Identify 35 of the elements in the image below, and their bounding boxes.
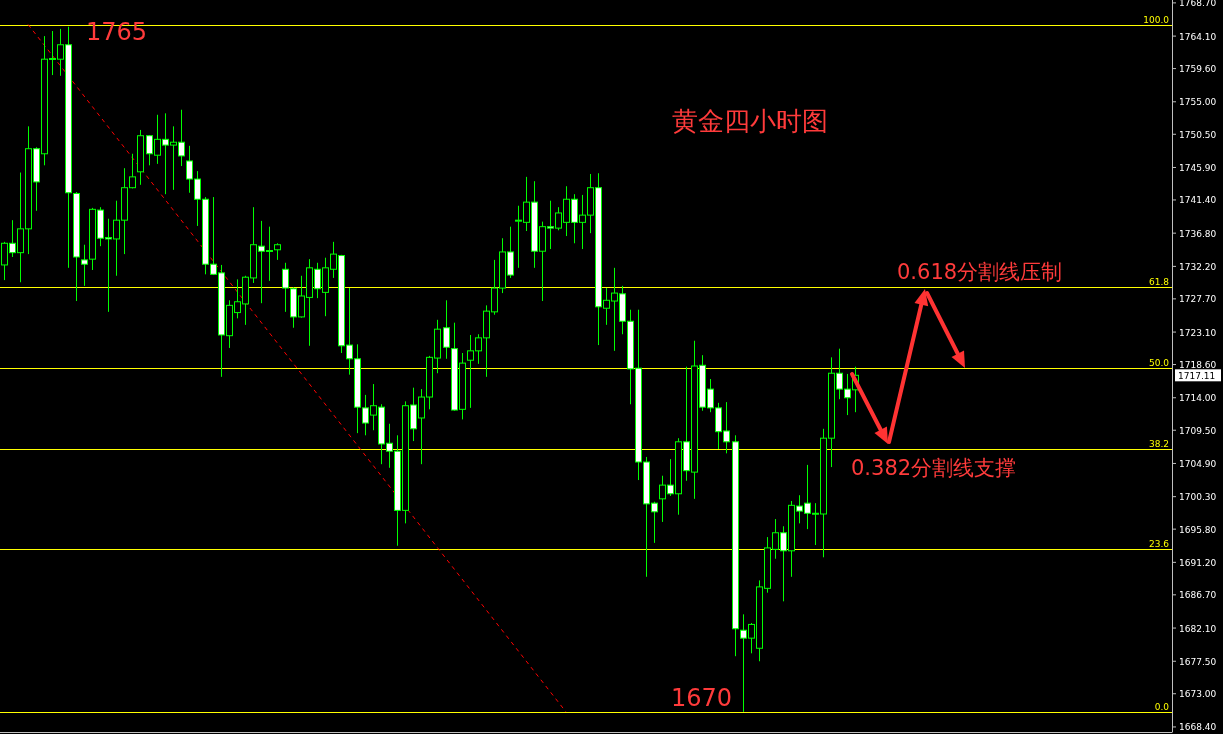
y-tick-label: 1677.50 (1179, 656, 1217, 667)
y-tick-label: 1686.70 (1179, 590, 1217, 601)
y-tick-label: 1668.40 (1179, 722, 1217, 733)
y-tick-label: 1764.10 (1179, 31, 1217, 42)
annotation: 100.0 (1143, 14, 1170, 25)
annotation: 0.618分割线压制 (897, 260, 1063, 284)
y-tick-label: 1768.70 (1179, 0, 1217, 9)
y-tick-label: 1755.00 (1179, 97, 1217, 108)
y-tick-label: 1736.80 (1179, 228, 1217, 239)
y-tick-label: 1727.70 (1179, 294, 1217, 305)
y-tick-label: 1709.50 (1179, 425, 1217, 436)
annotation: 38.2 (1148, 438, 1169, 449)
text: 黄金四小时图 (672, 106, 828, 136)
annotation: 0.382分割线支撑 (851, 456, 1017, 480)
y-tick-label: 1695.80 (1179, 524, 1217, 535)
y-tick-label: 1732.20 (1179, 261, 1217, 272)
y-tick-label: 1759.60 (1179, 64, 1217, 75)
annotation: 61.8 (1148, 276, 1170, 287)
y-tick-label: 1704.90 (1179, 458, 1217, 469)
y-tick-label: 1691.20 (1179, 557, 1217, 568)
y-tick-label: 1673.00 (1179, 689, 1217, 700)
y-tick-label: 1700.30 (1179, 492, 1217, 503)
y-tick-label: 1750.50 (1179, 129, 1217, 140)
annotation: 1765 (86, 17, 148, 46)
y-tick-label: 1723.10 (1179, 327, 1217, 338)
y-tick-label: 1745.90 (1179, 162, 1217, 173)
annotation: 1670 (671, 683, 733, 712)
price-tag: 1717.11 (1175, 369, 1221, 382)
annotation: 50.0 (1148, 357, 1170, 368)
y-tick-label: 1714.00 (1179, 393, 1217, 404)
y-tick-label: 1741.40 (1179, 195, 1217, 206)
annotation: 0.0 (1154, 701, 1170, 712)
y-tick-label: 1682.10 (1179, 623, 1217, 634)
annotation: 23.6 (1148, 538, 1170, 549)
y-tick-label: 1718.60 (1179, 360, 1217, 371)
